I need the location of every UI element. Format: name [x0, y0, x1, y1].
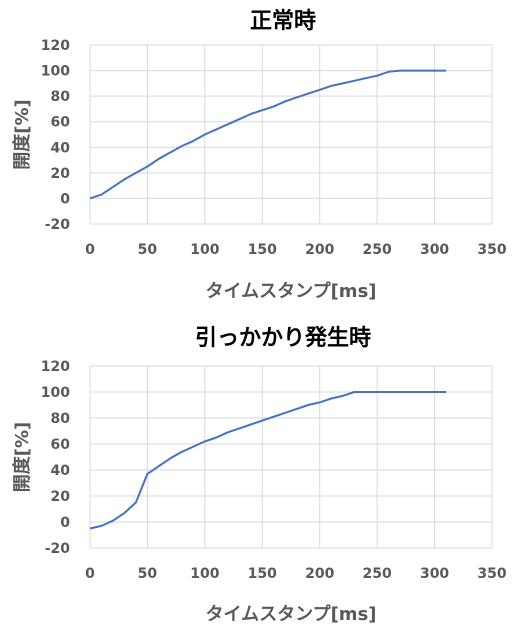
x-tick-label: 50	[138, 566, 158, 582]
x-tick-label: 200	[305, 566, 334, 582]
y-tick-label: 120	[41, 38, 70, 54]
x-tick-label: 200	[305, 242, 334, 258]
y-tick-label: 0	[60, 515, 70, 531]
x-tick-label: 350	[477, 242, 506, 258]
y-tick-label: 40	[51, 463, 71, 479]
x-tick-label: 150	[248, 566, 277, 582]
x-tick-label: 300	[420, 566, 449, 582]
x-tick-label: 150	[248, 242, 277, 258]
chart-1: 正常時 -20 0 20 40 60 80 100 120 0 50 100 150 200 250 300 3…	[11, 8, 507, 302]
x-tick-label: 0	[85, 566, 95, 582]
y-tick-label: 80	[51, 411, 71, 427]
chart-2: 引っかかり発生時 -20 0 20 40 60 80 100 120 0 50 100 150 200 25…	[11, 326, 507, 625]
x-tick-label: 250	[363, 242, 392, 258]
y-tick-label: 20	[51, 166, 71, 182]
x-tick-label: 350	[477, 566, 506, 582]
chart-title: 引っかかり発生時	[195, 326, 371, 351]
x-tick-label: 100	[190, 242, 219, 258]
x-tick-label: 50	[138, 242, 158, 258]
x-tick-label: 0	[85, 242, 95, 258]
y-tick-label: 60	[51, 437, 71, 453]
y-tick-label: 80	[51, 89, 71, 105]
y-tick-label: -20	[45, 217, 71, 233]
y-tick-label: 40	[51, 140, 71, 156]
x-tick-label: 250	[363, 566, 392, 582]
chart-title: 正常時	[250, 8, 316, 34]
y-tick-label: 20	[51, 489, 71, 505]
y-axis-title: 開度[%]	[11, 422, 33, 493]
x-tick-label: 100	[190, 566, 219, 582]
x-axis-title: タイムスタンプ[ms]	[205, 603, 376, 625]
x-axis-title: タイムスタンプ[ms]	[205, 280, 376, 302]
y-tick-label: 60	[51, 115, 71, 131]
series-line	[89, 69, 447, 200]
x-tick-label: 300	[420, 242, 449, 258]
y-tick-label: 120	[41, 359, 70, 375]
y-axis-title: 開度[%]	[11, 99, 33, 170]
y-tick-label: 100	[41, 64, 70, 80]
series-line	[89, 391, 447, 530]
y-tick-label: -20	[45, 541, 71, 557]
y-tick-label: 0	[60, 191, 70, 207]
y-tick-label: 100	[41, 385, 70, 401]
